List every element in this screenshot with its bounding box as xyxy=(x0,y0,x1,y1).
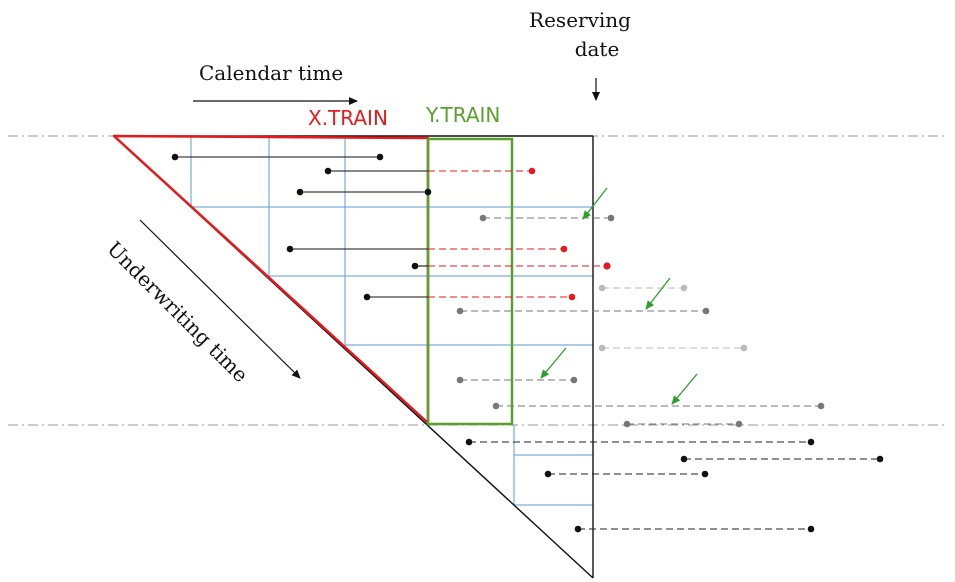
claim-point xyxy=(570,376,578,384)
green-arrow xyxy=(671,373,698,405)
claim-point xyxy=(876,455,884,463)
claim-point xyxy=(603,262,611,270)
claim-point xyxy=(171,153,179,161)
underwriting-time-arrow xyxy=(139,219,301,379)
claim-point xyxy=(376,153,384,161)
claim-point xyxy=(817,402,825,410)
claim-point xyxy=(492,402,500,410)
underwriting-time-label: Underwriting time xyxy=(102,237,252,387)
claim-point xyxy=(607,214,615,222)
claim-point xyxy=(568,293,576,301)
development-grid xyxy=(190,136,593,506)
claim-point xyxy=(807,525,815,533)
claim-point xyxy=(735,420,743,428)
claim-point xyxy=(623,420,631,428)
green-arrows xyxy=(540,187,698,405)
claim-point xyxy=(456,307,464,315)
claim-point xyxy=(560,245,568,253)
claim-point xyxy=(411,262,419,270)
reserving-date-label-line2: date xyxy=(575,37,620,61)
claim-point xyxy=(456,376,464,384)
claim-point xyxy=(574,525,582,533)
claim-point xyxy=(598,284,606,292)
reserving-date-label-line1: Reserving xyxy=(529,8,631,32)
claim-point xyxy=(286,245,294,253)
claim-point xyxy=(324,167,332,175)
claim-point xyxy=(598,344,606,352)
claim-point xyxy=(740,344,748,352)
claim-point xyxy=(528,167,536,175)
claim-point xyxy=(424,188,432,196)
y-train-region xyxy=(426,137,514,426)
claim-point xyxy=(296,188,304,196)
claim-point xyxy=(544,470,552,478)
claim-segments xyxy=(175,156,880,530)
calendar-time-label: Calendar time xyxy=(199,61,343,85)
x-train-label: X.TRAIN xyxy=(308,106,388,130)
green-arrow xyxy=(540,347,567,379)
claim-endpoints xyxy=(171,153,884,533)
claim-point xyxy=(363,293,371,301)
claim-point xyxy=(701,470,709,478)
green-arrow xyxy=(582,187,608,220)
claim-point xyxy=(465,438,473,446)
claim-point xyxy=(680,455,688,463)
claim-point xyxy=(479,214,487,222)
green-arrow xyxy=(645,277,671,310)
claim-point xyxy=(702,307,710,315)
claim-point xyxy=(807,438,815,446)
y-train-label: Y.TRAIN xyxy=(425,103,500,127)
claim-point xyxy=(680,284,688,292)
